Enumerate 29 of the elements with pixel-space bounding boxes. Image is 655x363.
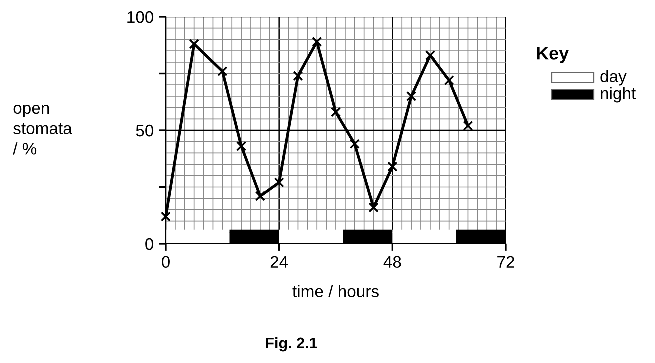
point (293, 70, 304, 82)
point (255, 191, 266, 202)
point (368, 202, 379, 213)
x-axis-title: time / hours (292, 285, 379, 298)
point (330, 107, 342, 118)
x-tick-label: 0 (162, 256, 170, 268)
y-tick-label: 100 (128, 11, 154, 24)
y-tick-label: 0 (146, 238, 154, 250)
point (218, 66, 228, 77)
x-tick-label: 72 (498, 256, 514, 268)
text: day (600, 70, 627, 86)
caption: Fig. 2.1 (266, 337, 318, 352)
point (189, 39, 200, 50)
point (274, 178, 284, 188)
text: night (601, 87, 636, 103)
point (406, 91, 417, 102)
point (425, 50, 436, 61)
point (236, 141, 247, 152)
x-tick-label: 24 (270, 256, 288, 268)
point (463, 120, 474, 132)
point (312, 36, 322, 48)
point (350, 139, 360, 150)
point (444, 75, 454, 86)
y-axis-title: open stomata / % (13, 104, 72, 155)
x-tick-label: 48 (384, 256, 402, 268)
point (388, 162, 398, 172)
y-tick-label: 50 (136, 124, 154, 137)
text: Key (537, 47, 570, 64)
point (160, 212, 172, 222)
